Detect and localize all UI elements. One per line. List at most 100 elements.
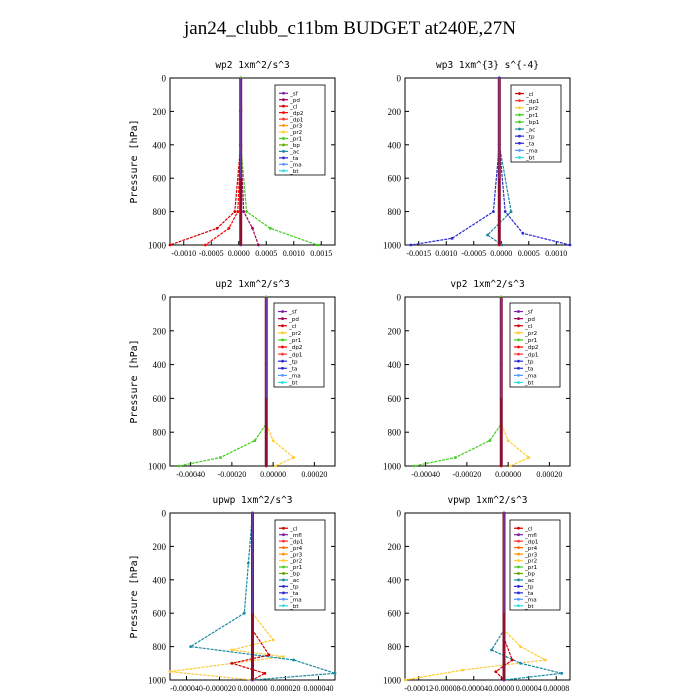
legend-entry: _bt <box>289 604 299 610</box>
x-tick-label: 0.0015 <box>310 249 332 258</box>
legend-marker <box>282 533 285 537</box>
y-tick-label: 800 <box>388 207 402 217</box>
legend-marker <box>282 584 285 588</box>
legend-marker <box>517 591 520 595</box>
legend-entry: _bp1 <box>525 120 540 126</box>
data-point <box>274 464 277 468</box>
legend-marker <box>282 597 285 601</box>
y-tick-label: 200 <box>388 542 402 552</box>
legend-marker <box>517 533 520 537</box>
legend-marker <box>517 597 520 601</box>
y-tick-label: 400 <box>153 140 167 150</box>
legend-entry: _dp1 <box>525 99 540 105</box>
data-point <box>506 439 510 443</box>
data-point <box>245 210 249 214</box>
legend-entry: _bt <box>525 156 535 162</box>
legend-marker <box>518 113 521 117</box>
data-point <box>491 210 495 214</box>
y-tick-label: 1000 <box>383 676 402 686</box>
legend-entry: _pd <box>524 317 535 323</box>
series-line-pr1 <box>414 297 502 467</box>
x-tick-label: 0.000040 <box>304 684 334 693</box>
legend-marker <box>282 104 285 108</box>
legend-entry: _mfl <box>289 533 302 539</box>
data-point <box>510 658 514 662</box>
data-point <box>168 243 172 247</box>
data-point <box>568 243 572 247</box>
plot-frame <box>169 296 336 467</box>
legend-marker <box>517 317 520 321</box>
data-point <box>488 439 492 443</box>
legend-entry: _pr1 <box>288 338 302 344</box>
legend-entry: _sf <box>289 91 299 97</box>
legend-marker <box>282 552 285 556</box>
legend-entry: _bt <box>288 381 298 387</box>
chart-panel-3: up2 1xm^2/s^3 Pressure [hPa] 0 200 400 600 800… <box>129 279 336 479</box>
legend-entry: _ta <box>524 591 533 597</box>
chart-panel-6: vpwp 1xm^2/s^302004006008001000-0.00012-… <box>383 495 571 693</box>
legend-entry: _dp1 <box>289 117 304 123</box>
legend-marker <box>282 130 285 134</box>
chart-panel-2: wp3 1xm^{3} s^{-4} 0 200 400 600 800 1000 -0.00… <box>383 60 572 258</box>
y-tick-label: 0 <box>162 509 167 519</box>
plot-frame <box>169 77 336 246</box>
y-tick-label: 400 <box>388 575 402 585</box>
legend-entry: _dp1 <box>524 539 539 545</box>
legend-marker <box>517 565 520 569</box>
data-point <box>215 226 219 230</box>
legend-marker <box>517 324 520 328</box>
data-point <box>256 243 260 247</box>
legend-marker <box>517 366 520 370</box>
x-tick-label: -0.00020 <box>453 470 482 479</box>
data-point <box>253 439 257 443</box>
legend-marker <box>282 526 285 530</box>
series-line-dp1 <box>494 513 514 681</box>
legend-marker <box>517 578 520 582</box>
y-tick-label: 600 <box>153 609 167 619</box>
data-point <box>509 210 513 214</box>
data-point <box>519 645 522 648</box>
legend-entry: _pr2 <box>525 106 538 112</box>
legend-entry: _ta <box>289 156 298 162</box>
series-line-pr1 <box>179 297 267 467</box>
legend-entry: _dp2 <box>288 345 302 351</box>
data-point <box>560 671 564 675</box>
series-line-pr1 <box>169 513 284 681</box>
x-tick-label: 0.00000 <box>260 470 286 479</box>
data-point <box>292 456 296 459</box>
x-tick-label: -0.00040 <box>411 470 440 479</box>
y-tick-label: 800 <box>153 642 167 652</box>
legend-marker <box>282 149 285 153</box>
data-point <box>521 231 525 235</box>
data-point <box>267 653 271 657</box>
data-point <box>509 464 512 468</box>
legend-entry: _ma <box>525 149 538 155</box>
legend-entry: _pr2 <box>524 331 537 337</box>
y-tick-label: 0 <box>162 293 167 303</box>
legend-entry: _cl <box>288 324 297 330</box>
y-tick-label: 600 <box>153 174 167 184</box>
legend-entry: _pr1 <box>524 565 538 571</box>
data-point <box>494 670 498 674</box>
legend-marker <box>517 526 520 530</box>
x-tick-label: -0.0005 <box>199 249 224 258</box>
y-tick-label: 1000 <box>148 676 167 686</box>
legend-box <box>273 302 325 388</box>
y-axis-label: Pressure [hPa] <box>129 554 140 638</box>
panel-title: upwp 1xm^2/s^3 <box>212 495 292 506</box>
chart-panel-5: upwp 1xm^2/s^3 Pressure [hPa] 0 200 400 600 80… <box>129 495 337 693</box>
x-tick-label: 0.000000 <box>238 684 268 693</box>
x-tick-label: -0.000040 <box>170 684 203 693</box>
data-point <box>219 456 222 459</box>
series-line-dp2 <box>205 78 242 246</box>
legend-entry: _cl <box>525 92 534 98</box>
legend-entry: _cl <box>289 104 298 110</box>
legend-entry: _ma <box>524 374 537 380</box>
x-tick-label: 0.0000 <box>228 249 250 258</box>
legend: _cl_dp1_pr2_pr1_bp1_ac_tp_ta _ma_bt <box>510 84 562 163</box>
legend-entry: _ma <box>289 598 302 604</box>
legend-marker <box>518 106 521 110</box>
legend-entry: _pr1 <box>525 113 539 119</box>
legend-entry: _cl <box>524 324 533 330</box>
legend: _sf_pd_cl_dp2_dp1_pr3_pr2_pr1_bp_ac_ta_m… <box>274 84 326 176</box>
